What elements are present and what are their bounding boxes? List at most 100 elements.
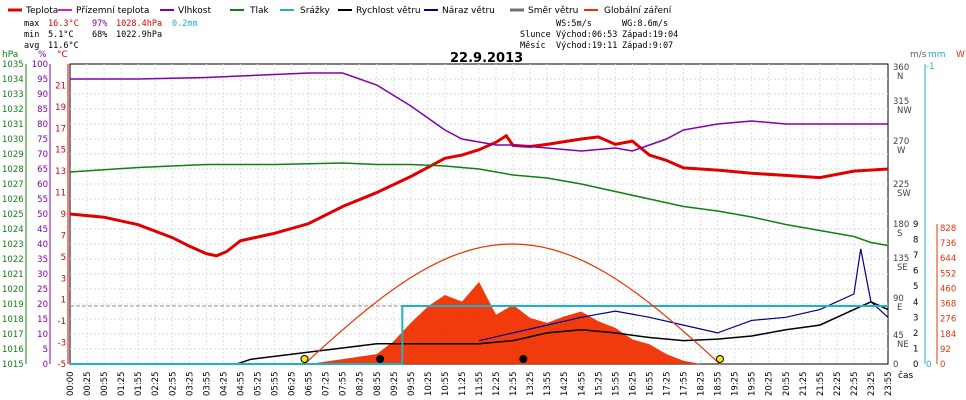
x-tick: 17:25 [662, 372, 672, 397]
stats-min-hum: 68% [92, 30, 107, 40]
humidity-tick: 10 [37, 330, 48, 340]
humidity-tick: 70 [37, 150, 48, 160]
radiation-tick: 92 [940, 345, 951, 355]
temperature-tick: -1 [58, 317, 66, 327]
wind-speed-tick: 3 [913, 313, 918, 323]
legend-item-tlak: Tlak [230, 6, 270, 16]
series-2-line [70, 72, 888, 152]
temperature-tick: 15 [55, 146, 66, 156]
pressure-tick: 1034 [2, 75, 24, 85]
wind-dir-tick: 0 [893, 360, 898, 370]
x-tick: 22:25 [833, 372, 843, 397]
wind-speed-tick: 7 [913, 251, 918, 261]
legend-item-rychlost-vetru: Rychlost větru [338, 6, 421, 16]
pressure-tick: 1016 [2, 345, 24, 355]
series-4-line [70, 300, 889, 365]
x-tick: 12:55 [509, 372, 519, 397]
x-tick: 08:55 [373, 372, 383, 397]
x-tick: 11:55 [475, 372, 485, 397]
sunset: Západ:19:04 [622, 30, 678, 40]
stats-avg-temp: 11.6°C [48, 41, 79, 51]
humidity-tick: 55 [37, 195, 48, 205]
pressure-tick: 1024 [2, 225, 24, 235]
radiation-tick: 276 [940, 315, 956, 325]
wind-dir-name: NW [897, 106, 912, 116]
x-tick: 01:55 [134, 372, 144, 397]
pressure-tick: 1028 [2, 165, 24, 175]
wind-dir-name: SE [897, 263, 908, 273]
humidity-tick: 85 [37, 105, 48, 115]
pressure-tick: 1019 [2, 300, 24, 310]
pressure-tick: 1022 [2, 255, 24, 265]
pressure-tick: 1026 [2, 195, 24, 205]
radiation-tick: 736 [940, 239, 956, 249]
temperature-tick: 17 [55, 124, 66, 134]
svg-text:Náraz větru: Náraz větru [442, 6, 495, 16]
x-tick: 00:00 [66, 372, 76, 397]
stats-block: max 16.3°C 97% 1028.4hPa 0.2mm min 5.1°C… [24, 19, 198, 51]
wind-dir-name: W [897, 146, 906, 156]
wind-dir-tick: 45 [893, 331, 904, 341]
moon-label: Měsíc [520, 41, 546, 51]
x-tick: 00:25 [83, 372, 93, 397]
radiation-tick: 368 [940, 300, 956, 310]
x-tick: 07:55 [339, 372, 349, 397]
wind-speed-tick: 0 [913, 360, 918, 370]
x-tick: 21:55 [816, 372, 826, 397]
rain-line [70, 305, 888, 365]
rain-axis-label: mm [928, 50, 946, 60]
x-tick: 02:25 [151, 372, 161, 397]
temperature-tick: 5 [61, 253, 66, 263]
legend-item-srazky: Srážky [280, 6, 331, 16]
svg-text:Teplota: Teplota [25, 6, 58, 16]
wind-dir-name: S [897, 229, 902, 239]
x-tick: 19:25 [731, 372, 741, 397]
wind-dir-tick: 135 [893, 254, 909, 264]
moonset-marker [376, 355, 385, 363]
pressure-tick: 1015 [2, 360, 24, 370]
legend-item-smer-vetru: Směr větru [510, 6, 578, 16]
chart-title: 22.9.2013 [450, 51, 523, 66]
wind-dir-tick: 90 [893, 294, 904, 304]
svg-text:Vlhkost: Vlhkost [178, 6, 211, 16]
x-tick: 08:25 [356, 372, 366, 397]
stats-min-label: min [24, 30, 39, 40]
pressure-tick: 1027 [2, 180, 24, 190]
x-tick: 11:25 [458, 372, 468, 397]
stats-max-rain: 0.2mm [172, 19, 198, 29]
wind-speed-tick: 5 [913, 282, 918, 292]
pressure-tick: 1021 [2, 270, 24, 280]
sunrise-marker [300, 355, 309, 363]
radiation-tick: 828 [940, 224, 956, 234]
wind-dir-tick: 270 [893, 137, 909, 147]
legend-item-prizemni-teplota: Přízemní teplota [58, 6, 149, 16]
temperature-tick: 1 [61, 296, 66, 306]
pressure-tick: 1025 [2, 210, 24, 220]
stats-avg-label: avg [24, 41, 39, 51]
sun-label: Slunce [520, 30, 551, 40]
stats-min-press: 1022.9hPa [116, 30, 162, 40]
pressure-tick: 1035 [2, 60, 24, 70]
humidity-tick: 45 [37, 225, 48, 235]
series-5-line [478, 248, 889, 342]
pressure-tick: 1033 [2, 90, 24, 100]
plot-area [69, 72, 889, 365]
ws-value: WS:5m/s [556, 19, 592, 29]
sunset-marker [715, 355, 724, 363]
x-tick: 03:25 [185, 372, 195, 397]
x-tick: 13:25 [526, 372, 536, 397]
wind-dir-name: E [897, 303, 902, 313]
legend-item-teplota: Teplota [8, 6, 58, 16]
temperature-tick: 9 [61, 210, 66, 220]
radiation-tick: 184 [940, 330, 956, 340]
humidity-tick: 80 [37, 120, 48, 130]
clear-sky-radiation-curve [304, 243, 721, 365]
x-tick: 05:25 [253, 372, 263, 397]
svg-text:Tlak: Tlak [249, 6, 270, 16]
astro-info: WS:5m/s WG:8.6m/s Slunce Východ:06:53 Zá… [520, 19, 678, 51]
x-tick: 13:55 [543, 372, 553, 397]
radiation-area [308, 281, 701, 364]
x-tick: 00:55 [100, 372, 110, 397]
wg-value: WG:8.6m/s [622, 19, 668, 29]
